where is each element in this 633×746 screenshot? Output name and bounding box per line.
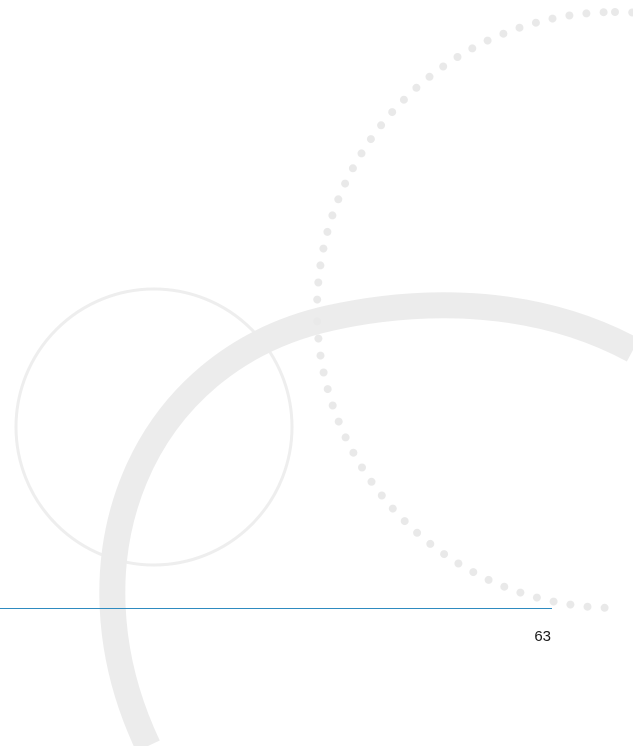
arc-dot (377, 121, 386, 130)
arc-dot (453, 53, 462, 61)
arc-dot (484, 575, 493, 584)
arc-dot (440, 550, 449, 559)
arc-dot (357, 149, 366, 158)
arc-dot (313, 317, 322, 326)
arc-dot (628, 8, 633, 17)
arc-dot (388, 504, 397, 513)
arc-dot (323, 227, 332, 236)
arc-dot (349, 448, 358, 457)
arc-dot (454, 559, 463, 568)
arc-dot (566, 600, 575, 609)
arc-dot (412, 83, 421, 92)
arc-dot (413, 528, 422, 537)
arc-dot (388, 108, 397, 117)
arc-dot (425, 72, 434, 81)
arc-dot (334, 417, 343, 426)
arc-dot (500, 582, 509, 591)
arc-dot (348, 164, 357, 173)
arc-dot (316, 351, 325, 360)
arc-dot (483, 36, 492, 45)
footer-rule (0, 608, 552, 609)
arc-dot (323, 385, 332, 394)
arc-dot (366, 135, 375, 144)
arc-dot (377, 491, 386, 500)
arc-dot (319, 244, 328, 253)
arc-dot (400, 517, 409, 526)
arc-dot (468, 44, 477, 53)
arc-dot (469, 568, 478, 577)
arc-dot (399, 95, 408, 104)
thick-arc (99, 292, 633, 746)
arc-dot (439, 62, 448, 71)
arc-dot (516, 588, 525, 597)
arc-dot (611, 8, 619, 16)
arc-dot (314, 278, 323, 287)
arc-dot (583, 602, 592, 611)
arc-dot (313, 295, 322, 304)
arc-dot (319, 368, 328, 377)
arc-dot (599, 8, 608, 17)
arc-dot (341, 433, 350, 442)
arc-dot (600, 603, 609, 612)
arc-dot (328, 211, 337, 220)
arc-dot (549, 597, 558, 606)
arc-dot (367, 477, 376, 486)
arc-dot (341, 179, 350, 188)
arc-dot (328, 401, 337, 410)
arc-dot (548, 14, 557, 23)
arc-dot (565, 11, 574, 20)
arc-dot (531, 18, 540, 27)
page-number: 63 (534, 628, 551, 645)
arc-dot (334, 195, 343, 204)
arc-dot (316, 261, 325, 270)
arc-dot (314, 334, 323, 343)
arc-dot (426, 539, 435, 548)
thin-circle-outline (14, 287, 294, 567)
dotted-arc (313, 8, 633, 612)
arc-dot (358, 463, 366, 472)
arc-dot (515, 23, 524, 32)
arc-dot (582, 9, 591, 18)
arc-dot (532, 593, 541, 602)
arc-dot (499, 29, 508, 38)
